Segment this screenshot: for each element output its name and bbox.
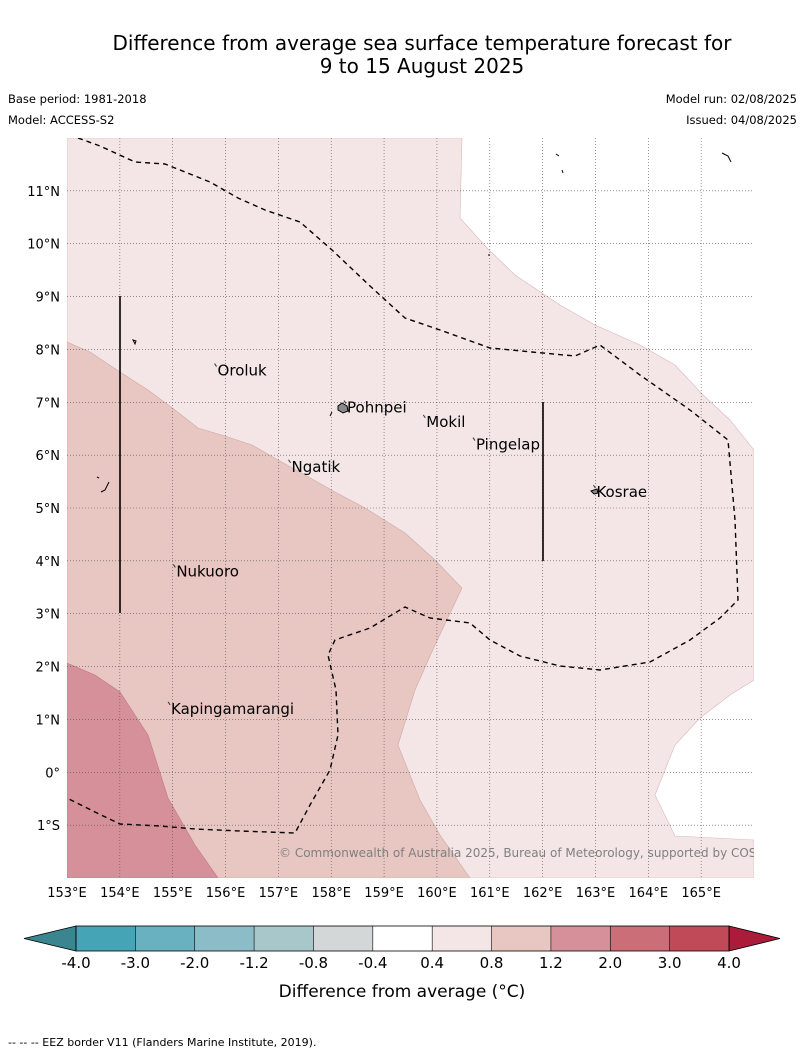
colorbar-segment — [194, 926, 255, 951]
lon-tick-label: 157°E — [259, 886, 299, 901]
base-period: Base period: 1981-2018 — [8, 92, 147, 106]
place-label: Pingelap — [476, 436, 540, 454]
eez-footer-note: -- -- -- EEZ border V11 (Flanders Marine… — [8, 1036, 317, 1049]
axis-labels: 153°E 154°E 155°E 156°E 157°E 158°E 159°E 160°E… — [27, 185, 721, 901]
lat-tick-label: 6°N — [36, 449, 61, 464]
title-line-1: Difference from average sea surface temp… — [112, 31, 732, 55]
colorbar-tick-label: 0.4 — [420, 954, 444, 972]
lon-tick-label: 160°E — [417, 886, 457, 901]
lon-tick-label: 161°E — [470, 886, 510, 901]
colorbar-segment — [432, 926, 492, 951]
colorbar-segment — [372, 926, 433, 951]
colorbar-extend-low — [23, 925, 77, 952]
issued-date: Issued: 04/08/2025 — [686, 113, 797, 127]
model-name: Model: ACCESS-S2 — [8, 113, 115, 127]
place-label: Mokil — [426, 413, 465, 431]
colorbar: -4.0 -3.0 -2.0 -1.2 -0.8 -0.4 0.4 0.8 1.2 2.0 3.0 4… — [23, 925, 781, 1002]
lat-tick-label: 1°N — [36, 713, 61, 728]
lon-tick-label: 154°E — [100, 886, 140, 901]
lon-tick-label: 165°E — [681, 886, 721, 901]
lat-tick-label: 1°S — [37, 819, 60, 834]
model-run: Model run: 02/08/2025 — [665, 92, 797, 106]
lon-tick-label: 155°E — [153, 886, 193, 901]
place-marker — [593, 484, 596, 489]
colorbar-tick-label: -2.0 — [180, 954, 209, 972]
place-label: Nukuoro — [176, 562, 239, 580]
colorbar-tick-label: -1.2 — [239, 954, 268, 972]
lat-tick-label: 0° — [45, 766, 60, 781]
lat-tick-label: 3°N — [36, 608, 61, 623]
colorbar-segment — [135, 926, 195, 951]
colorbar-tick-label: 0.8 — [480, 954, 504, 972]
lat-tick-label: 7°N — [36, 396, 61, 411]
lon-tick-label: 153°E — [47, 886, 87, 901]
place-label: Pohnpei — [347, 399, 407, 417]
lat-tick-label: 4°N — [36, 555, 61, 570]
lon-tick-label: 164°E — [629, 886, 669, 901]
colorbar-tick-label: -0.8 — [299, 954, 328, 972]
lat-tick-label: 5°N — [36, 502, 61, 517]
colorbar-extend-high — [728, 925, 781, 952]
place-marker — [343, 400, 347, 404]
lon-tick-label: 158°E — [311, 886, 351, 901]
colorbar-segment — [550, 926, 611, 951]
place-marker — [472, 437, 476, 441]
lon-tick-label: 156°E — [206, 886, 246, 901]
chart-title: Difference from average sea surface temp… — [60, 32, 784, 78]
colorbar-tick-label: 1.2 — [539, 954, 563, 972]
lat-tick-label: 9°N — [36, 291, 61, 306]
lon-tick-label: 163°E — [576, 886, 616, 901]
title-line-2: 9 to 15 August 2025 — [319, 54, 525, 78]
colorbar-segment — [491, 926, 551, 951]
colorbar-title: Difference from average (°C) — [279, 982, 526, 1002]
place-marker — [288, 459, 291, 464]
colorbar-tick-label: -0.4 — [358, 954, 387, 972]
grid-lines — [67, 138, 754, 878]
place-marker — [214, 363, 217, 367]
place-labels: Oroluk Pohnpei Mokil Pingelap Ngatik Kosrae Nu… — [167, 362, 647, 718]
place-label: Kosrae — [596, 483, 647, 501]
map-area: Oroluk Pohnpei Mokil Pingelap Ngatik Kosrae Nu… — [67, 138, 784, 878]
colorbar-segment — [669, 926, 729, 951]
colorbar-tick-label: -3.0 — [121, 954, 150, 972]
place-label: Ngatik — [292, 458, 341, 476]
colorbar-tick-label: 4.0 — [717, 954, 741, 972]
colorbar-segment — [76, 926, 136, 951]
colorbar-tick-label: 3.0 — [658, 954, 682, 972]
colorbar-segment — [313, 926, 373, 951]
place-label: Oroluk — [218, 362, 267, 380]
eez-border — [67, 138, 739, 834]
warm-zone-1.2 — [67, 662, 219, 878]
copyright-notice: © Commonwealth of Australia 2025, Bureau… — [279, 846, 784, 860]
place-marker — [172, 564, 176, 568]
place-label: Kapingamarangi — [171, 700, 294, 718]
colorbar-segment — [610, 926, 670, 951]
track-lines — [119, 296, 544, 613]
island-outlines — [96, 152, 732, 495]
colorbar-segment — [254, 926, 314, 951]
lat-tick-label: 10°N — [27, 238, 60, 253]
colorbar-tick-label: -4.0 — [61, 954, 90, 972]
lon-tick-label: 159°E — [364, 886, 404, 901]
lat-tick-label: 11°N — [27, 185, 60, 200]
colorbar-tick-label: 2.0 — [598, 954, 622, 972]
lon-tick-label: 162°E — [523, 886, 563, 901]
place-marker — [422, 414, 426, 419]
place-marker — [167, 701, 171, 706]
lat-tick-label: 2°N — [36, 661, 61, 676]
lat-tick-label: 8°N — [36, 343, 61, 358]
